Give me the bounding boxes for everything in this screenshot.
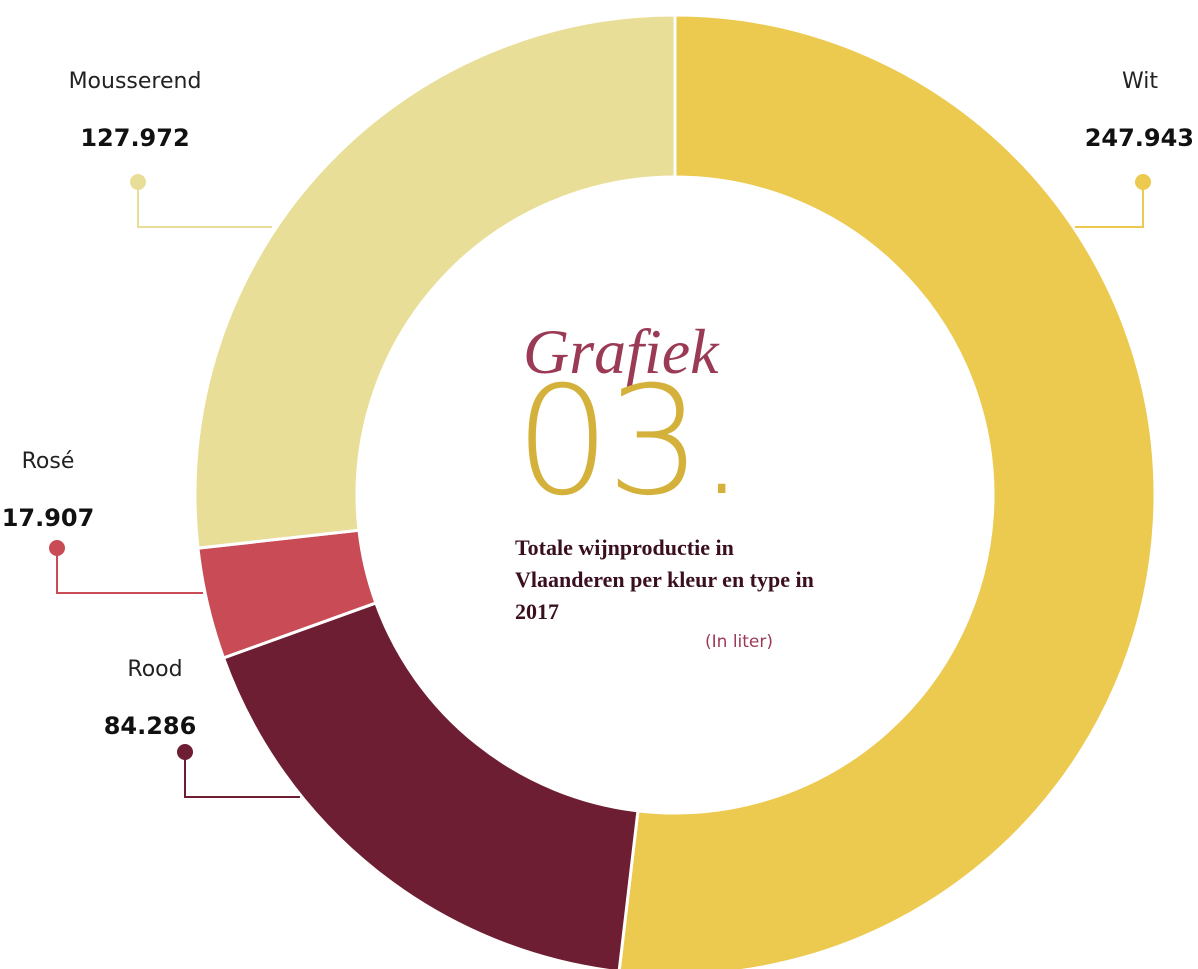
category-label: Mousserend <box>69 69 202 94</box>
leader-dot <box>177 744 193 760</box>
value-label: 84.286 <box>104 712 197 740</box>
value-label: 127.972 <box>80 124 189 152</box>
leader-dot <box>1135 174 1151 190</box>
value-label: 247.943 <box>1085 124 1194 152</box>
category-label: Rosé <box>22 449 75 474</box>
chart-title: Totale wijnproductie in Vlaanderen per k… <box>515 535 814 624</box>
leader-line <box>1075 182 1144 228</box>
category-label: Wit <box>1122 69 1158 94</box>
leader-dot <box>49 540 65 556</box>
chart-number: 03. <box>515 355 746 529</box>
center-text: Grafiek 03. Totale wijnproductie in Vlaa… <box>515 316 835 653</box>
donut-slice <box>221 601 640 969</box>
category-label: Rood <box>127 657 182 682</box>
donut-slice <box>617 13 1157 969</box>
heading: Grafiek <box>523 316 719 387</box>
chart-subtitle: (In liter) <box>705 632 774 652</box>
value-label: 17.907 <box>2 504 95 532</box>
leader-line <box>137 182 272 228</box>
donut-slice <box>193 13 677 550</box>
leader-line <box>184 752 300 798</box>
leader-line <box>56 548 203 594</box>
leader-dot <box>130 174 146 190</box>
